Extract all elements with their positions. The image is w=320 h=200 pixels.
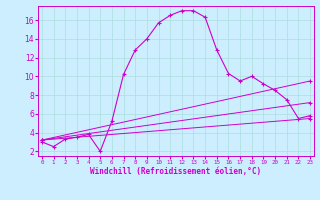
- X-axis label: Windchill (Refroidissement éolien,°C): Windchill (Refroidissement éolien,°C): [91, 167, 261, 176]
